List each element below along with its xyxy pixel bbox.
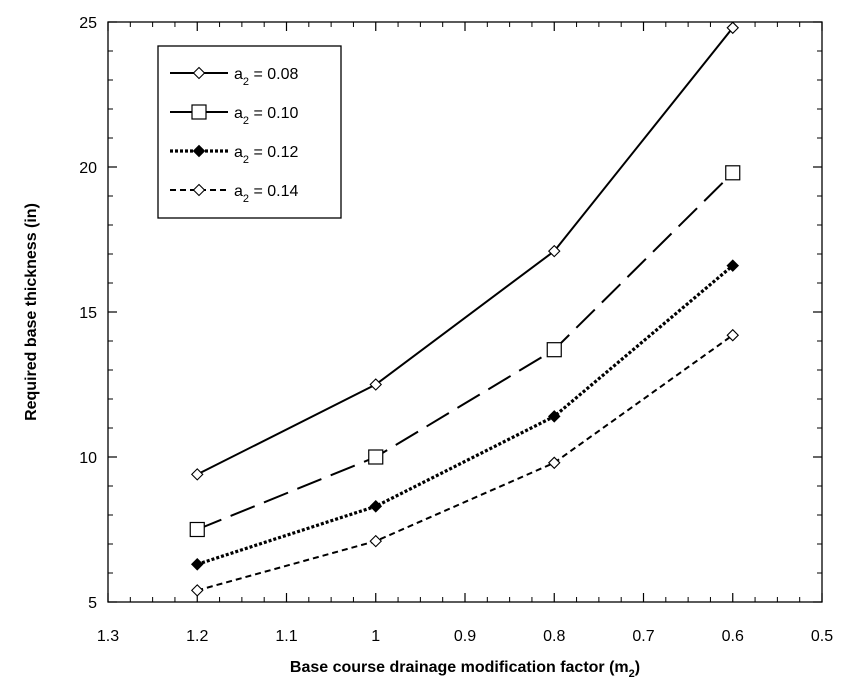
legend-marker-4 (192, 183, 206, 197)
series-2-point (546, 342, 562, 358)
series-3-point (369, 500, 383, 513)
legend-items: a2 = 0.08 a2 = 0.10 a2 = 0.12 a2 = 0.14 (170, 66, 299, 205)
y-axis-title: Required base thickness (in) (23, 203, 40, 421)
legend: a2 = 0.08 a2 = 0.10 a2 = 0.12 a2 = 0.14 (157, 45, 342, 219)
legend-marker-2 (191, 104, 207, 120)
x-tick-label: 0.7 (632, 628, 654, 645)
legend-label-4: a2 = 0.14 (234, 183, 299, 205)
x-tick-label: 1.2 (186, 628, 208, 645)
legend-box (157, 45, 342, 219)
x-tick-label: 1.1 (275, 628, 297, 645)
legend-label-1: a2 = 0.08 (234, 66, 299, 88)
x-tick-labels: 1.3 1.2 1.1 1 0.9 0.8 0.7 0.6 0.5 (97, 628, 833, 645)
series-lines (196, 27, 734, 592)
y-tick-labels: 5 10 15 20 25 (79, 15, 97, 612)
x-tick-label: 1.3 (97, 628, 119, 645)
series-1-point (369, 378, 383, 391)
series-line-3 (196, 264, 734, 566)
series-3-point (726, 259, 740, 272)
series-2-point (725, 165, 741, 181)
y-tick-label: 25 (79, 15, 97, 32)
y-tick-label: 15 (79, 305, 97, 322)
y-tick-label: 20 (79, 160, 97, 177)
x-axis-title-subscript: 2 (629, 668, 635, 680)
series-2-point (368, 449, 384, 465)
series-4-point (726, 328, 740, 342)
series-3-point (547, 410, 561, 423)
x-tick-label: 0.9 (454, 628, 476, 645)
series-line-1 (196, 27, 734, 476)
series-4-point (547, 456, 561, 470)
y-tick-label: 5 (88, 595, 97, 612)
series-1-point (190, 468, 204, 481)
series-1-point (726, 21, 740, 35)
x-tick-label: 1 (371, 628, 380, 645)
x-tick-label: 0.8 (543, 628, 565, 645)
series-2-point (189, 521, 205, 538)
x-tick-label: 0.5 (811, 628, 833, 645)
series-line-2 (196, 172, 734, 531)
series-markers (189, 21, 741, 597)
axis-ticks (107, 21, 823, 603)
series-3-point (190, 558, 204, 571)
legend-label-3: a2 = 0.12 (234, 144, 299, 166)
x-axis-title: Base course drainage modification factor… (290, 659, 640, 680)
legend-marker-3 (192, 144, 206, 158)
series-4-point (369, 534, 383, 548)
series-1-point (547, 244, 561, 258)
legend-label-2: a2 = 0.10 (234, 105, 299, 127)
y-tick-label: 10 (79, 450, 97, 467)
x-tick-label: 0.6 (722, 628, 744, 645)
legend-marker-1 (192, 66, 206, 80)
x-axis-title-close: ) (635, 659, 640, 676)
series-4-point (190, 584, 204, 597)
series-line-4 (196, 334, 734, 592)
